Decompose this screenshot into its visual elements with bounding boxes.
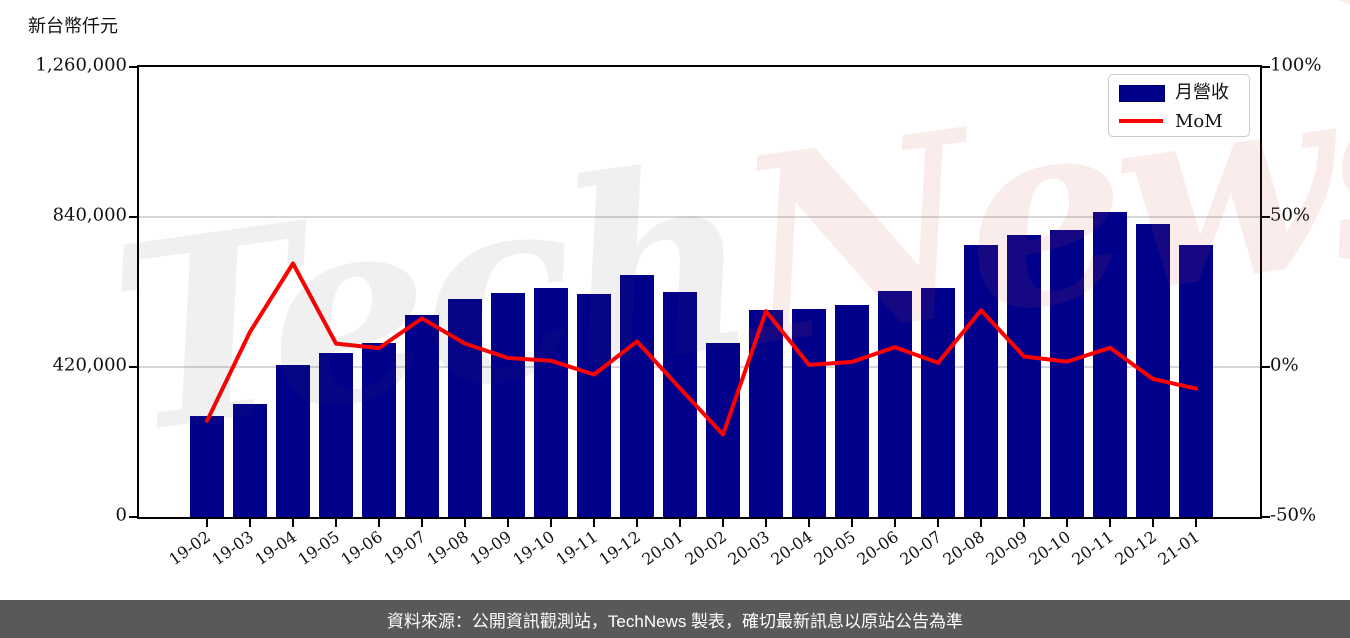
- bar-20-01: [663, 292, 697, 517]
- left-tick-840000: [129, 216, 137, 218]
- x-tick-19-07: [421, 519, 423, 527]
- x-axis-label-20-01: 20-01: [638, 527, 687, 570]
- bar-19-06: [362, 343, 396, 517]
- legend-box: 月營收 MoM: [1108, 74, 1250, 137]
- x-tick-20-05: [851, 519, 853, 527]
- x-tick-19-12: [636, 519, 638, 527]
- left-axis-label-840000: 840,000: [52, 204, 127, 226]
- legend-bar-swatch: [1119, 85, 1165, 102]
- x-axis-label-20-02: 20-02: [681, 527, 730, 570]
- x-axis-label-20-09: 20-09: [982, 527, 1031, 570]
- x-axis-label-19-10: 19-10: [509, 527, 558, 570]
- bar-19-07: [405, 314, 439, 517]
- x-axis-label-19-12: 19-12: [595, 527, 644, 570]
- bar-21-01: [1179, 245, 1213, 517]
- x-tick-20-09: [1023, 519, 1025, 527]
- x-tick-19-03: [249, 519, 251, 527]
- bar-20-10: [1050, 230, 1084, 517]
- x-tick-19-10: [550, 519, 552, 527]
- gridline-420000: [139, 366, 1260, 368]
- x-axis-label-20-08: 20-08: [939, 527, 988, 570]
- x-axis-label-19-09: 19-09: [466, 527, 515, 570]
- right-tick-0: [1262, 366, 1270, 368]
- x-axis-label-20-07: 20-07: [896, 527, 945, 570]
- bar-20-07: [921, 288, 955, 517]
- x-axis-label-21-01: 21-01: [1154, 527, 1203, 570]
- right-axis-label-0: 0%: [1270, 354, 1299, 376]
- bar-19-10: [534, 288, 568, 517]
- footer-bar: 資料來源：公開資訊觀測站，TechNews 製表，確切最新訊息以原站公告為準: [0, 600, 1350, 638]
- x-axis-label-19-04: 19-04: [251, 527, 300, 570]
- x-tick-20-10: [1066, 519, 1068, 527]
- x-tick-20-02: [722, 519, 724, 527]
- bar-19-12: [620, 274, 654, 517]
- left-axis-label-420000: 420,000: [52, 354, 127, 376]
- bar-20-05: [835, 305, 869, 517]
- right-tick-50: [1262, 216, 1270, 218]
- x-tick-19-06: [378, 519, 380, 527]
- x-axis-label-19-02: 19-02: [165, 527, 214, 570]
- right-tick-100: [1262, 66, 1270, 68]
- x-tick-20-07: [937, 519, 939, 527]
- x-tick-19-11: [593, 519, 595, 527]
- x-tick-20-06: [894, 519, 896, 527]
- bar-19-09: [491, 292, 525, 517]
- x-tick-20-01: [679, 519, 681, 527]
- x-axis-label-20-03: 20-03: [724, 527, 773, 570]
- x-axis-label-20-05: 20-05: [810, 527, 859, 570]
- bar-20-04: [792, 308, 826, 517]
- right-axis-label-50: 50%: [1270, 204, 1311, 226]
- x-axis-label-20-12: 20-12: [1111, 527, 1160, 570]
- bar-20-08: [964, 244, 998, 517]
- bar-20-09: [1007, 235, 1041, 517]
- legend-line-label: MoM: [1175, 111, 1223, 132]
- left-axis-unit-label: 新台幣仟元: [28, 16, 118, 37]
- left-tick-0: [129, 516, 137, 518]
- gridline-840000: [139, 216, 1260, 218]
- x-tick-21-01: [1195, 519, 1197, 527]
- x-tick-19-05: [335, 519, 337, 527]
- x-tick-20-04: [808, 519, 810, 527]
- x-axis-label-19-08: 19-08: [423, 527, 472, 570]
- x-axis-label-19-05: 19-05: [294, 527, 343, 570]
- x-axis-labels: 19-02 19-03 19-04 19-05 19-06 19-07 19-08 19-09…: [137, 515, 1258, 600]
- x-tick-19-04: [292, 519, 294, 527]
- left-axis-label-1260000: 1,260,000: [35, 54, 127, 76]
- bar-19-02: [190, 415, 224, 517]
- left-tick-1260000: [129, 66, 137, 68]
- legend-bar-label: 月營收: [1175, 82, 1229, 103]
- legend-line-swatch: [1119, 119, 1163, 123]
- x-axis-label-20-04: 20-04: [767, 527, 816, 570]
- x-axis-label-20-11: 20-11: [1068, 527, 1117, 570]
- bar-19-11: [577, 293, 611, 517]
- right-axis-label--50: -50%: [1270, 504, 1317, 526]
- x-axis-label-19-06: 19-06: [337, 527, 386, 570]
- x-axis-label-19-07: 19-07: [380, 527, 429, 570]
- x-tick-20-11: [1109, 519, 1111, 527]
- footer-source-text: 資料來源：公開資訊觀測站，TechNews 製表，確切最新訊息以原站公告為準: [386, 611, 964, 631]
- x-tick-19-08: [464, 519, 466, 527]
- plot-area: [129, 65, 1270, 527]
- mom-line: [205, 261, 1198, 437]
- bar-19-05: [319, 353, 353, 517]
- bar-20-06: [878, 291, 912, 517]
- x-axis-label-20-06: 20-06: [853, 527, 902, 570]
- bar-19-03: [233, 404, 267, 517]
- bar-20-11: [1093, 212, 1127, 517]
- x-tick-19-09: [507, 519, 509, 527]
- right-tick--50: [1262, 516, 1270, 518]
- right-axis-label-100: 100%: [1270, 54, 1322, 76]
- left-tick-420000: [129, 366, 137, 368]
- x-tick-20-08: [980, 519, 982, 527]
- x-axis-label-20-10: 20-10: [1025, 527, 1074, 570]
- x-tick-20-12: [1152, 519, 1154, 527]
- x-tick-20-03: [765, 519, 767, 527]
- left-axis-label-0: 0: [115, 504, 127, 526]
- mom-line-layer: [205, 261, 1198, 437]
- x-tick-19-02: [206, 519, 208, 527]
- x-axis-label-19-03: 19-03: [208, 527, 257, 570]
- x-axis-label-19-11: 19-11: [552, 527, 601, 570]
- bar-19-04: [276, 365, 310, 517]
